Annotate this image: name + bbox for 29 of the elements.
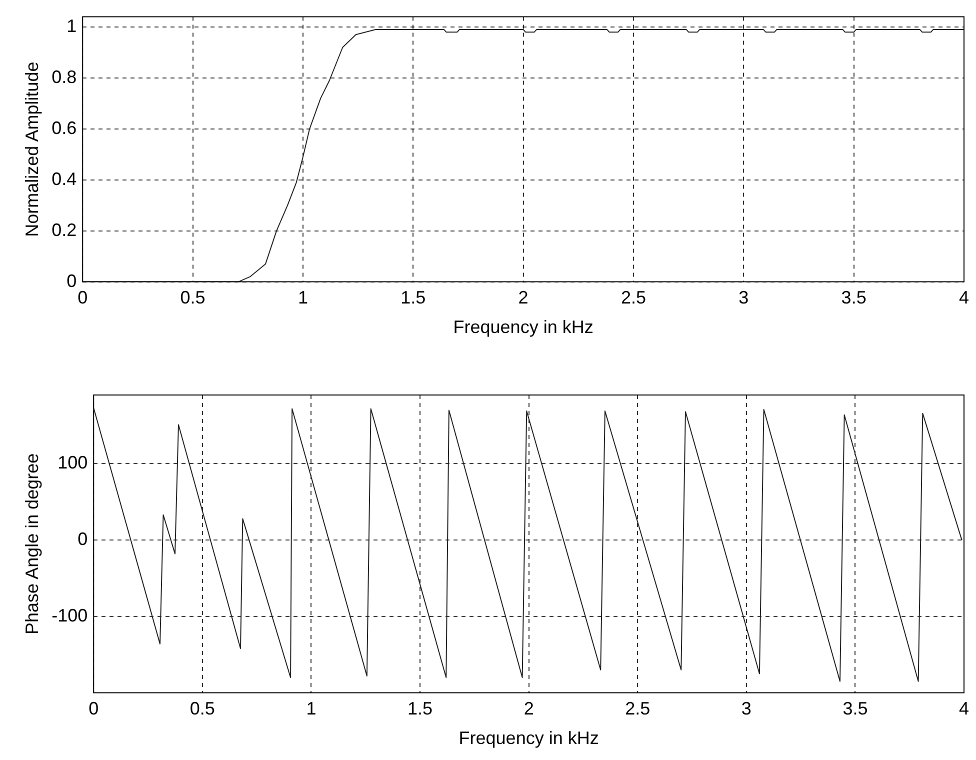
x-tick-label: 3.5 xyxy=(841,288,866,308)
x-tick-label: 2 xyxy=(518,288,528,308)
x-tick-label: 3 xyxy=(738,288,749,308)
x-tick-label: 2 xyxy=(524,698,534,719)
y-tick-label: -100 xyxy=(52,605,88,626)
x-tick-label: 0.5 xyxy=(190,698,215,719)
x-tick-label: 4 xyxy=(958,288,970,308)
y-tick-label: 100 xyxy=(58,452,88,473)
y-axis-title: Phase Angle in degree xyxy=(22,453,42,634)
x-tick-label: 3 xyxy=(741,698,752,719)
x-tick-label: 2.5 xyxy=(625,698,650,719)
y-tick-label: 0.4 xyxy=(52,168,77,189)
x-tick-label: 1 xyxy=(306,698,316,719)
y-tick-label: 0 xyxy=(66,270,77,291)
x-tick-label: 1 xyxy=(298,288,308,308)
x-axis-title: Frequency in kHz xyxy=(453,317,594,338)
y-axis-title: Normalized Amplitude xyxy=(22,62,42,237)
x-tick-label: 2.5 xyxy=(620,288,646,308)
x-axis-title: Frequency in kHz xyxy=(458,728,599,748)
y-tick-label: 0.2 xyxy=(52,220,77,240)
y-tick-label: 0 xyxy=(78,529,88,550)
x-tick-label: 1.5 xyxy=(408,698,433,719)
x-tick-label: 3.5 xyxy=(842,698,868,719)
x-tick-label: 1.5 xyxy=(400,288,426,308)
y-tick-label: 1 xyxy=(66,16,77,36)
x-tick-label: 4 xyxy=(958,698,970,719)
y-tick-label: 0.6 xyxy=(52,118,77,138)
x-tick-label: 0.5 xyxy=(180,288,206,308)
y-tick-label: 0.8 xyxy=(52,66,77,87)
